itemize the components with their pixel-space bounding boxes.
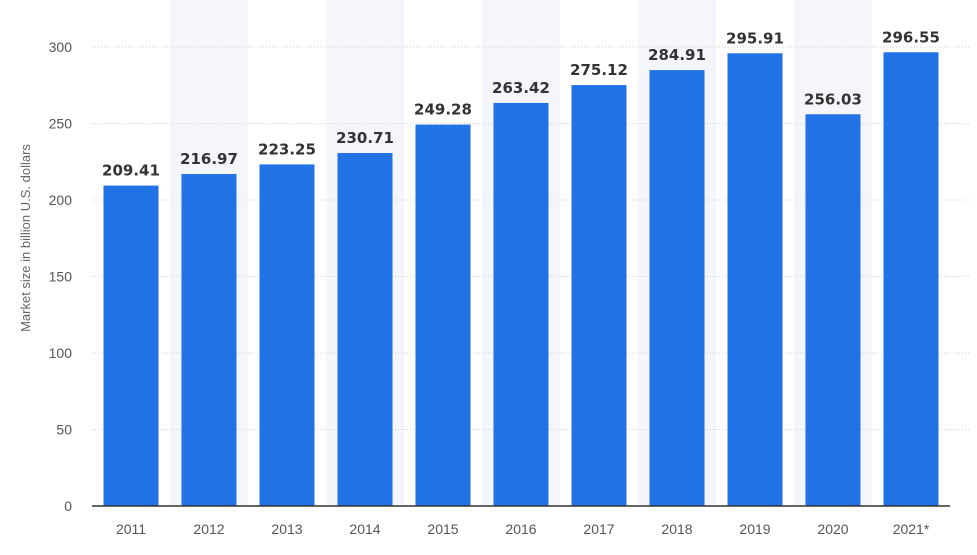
- bar: [415, 124, 471, 507]
- bar: [181, 174, 237, 507]
- bar: [337, 153, 393, 506]
- value-label: 216.97: [180, 150, 238, 168]
- x-tick-label: 2021*: [893, 521, 930, 537]
- value-label: 284.91: [648, 46, 706, 64]
- x-tick-label: 2020: [817, 521, 848, 537]
- value-label: 296.55: [882, 28, 940, 46]
- bar: [493, 102, 549, 506]
- bar: [883, 52, 939, 506]
- value-labels: 209.41 216.97 223.25 230.71 249.28 263.42 275.…: [102, 28, 940, 179]
- bar: [649, 70, 705, 506]
- value-label: 249.28: [414, 101, 472, 119]
- x-tick-label: 2018: [661, 521, 692, 537]
- x-tick-label: 2014: [349, 521, 380, 537]
- value-label: 275.12: [570, 61, 628, 79]
- y-tick-label: 200: [49, 192, 73, 208]
- bar: [805, 114, 861, 506]
- y-tick-label: 150: [49, 269, 73, 285]
- x-tick-label: 2011: [116, 521, 146, 537]
- value-label: 263.42: [492, 79, 550, 97]
- y-tick-label: 50: [56, 422, 72, 438]
- y-tick-label: 300: [49, 39, 73, 55]
- x-tick-label: 2019: [739, 521, 770, 537]
- x-tick-label: 2017: [583, 521, 614, 537]
- x-tick-label: 2015: [427, 521, 458, 537]
- x-tick-label: 2012: [193, 521, 224, 537]
- bars: [103, 52, 939, 507]
- y-tick-label: 100: [49, 345, 73, 361]
- value-label: 295.91: [726, 29, 784, 47]
- value-label: 256.03: [804, 90, 862, 108]
- x-tick-label: 2016: [505, 521, 536, 537]
- y-axis: 0 50 100 150 200 250 300: [49, 39, 73, 514]
- bar: [571, 85, 627, 506]
- bar: [259, 164, 315, 507]
- value-label: 209.41: [102, 162, 160, 180]
- y-tick-label: 0: [64, 498, 72, 514]
- y-axis-title: Market size in billion U.S. dollars: [18, 144, 33, 332]
- x-tick-label: 2013: [271, 521, 302, 537]
- bar: [103, 185, 159, 506]
- y-tick-label: 250: [49, 116, 73, 132]
- value-label: 230.71: [336, 129, 394, 147]
- value-label: 223.25: [258, 140, 316, 158]
- x-axis: 2011 2012 2013 2014 2015 2016 2017 2018 2019 2020…: [92, 505, 950, 537]
- bar: [727, 53, 783, 507]
